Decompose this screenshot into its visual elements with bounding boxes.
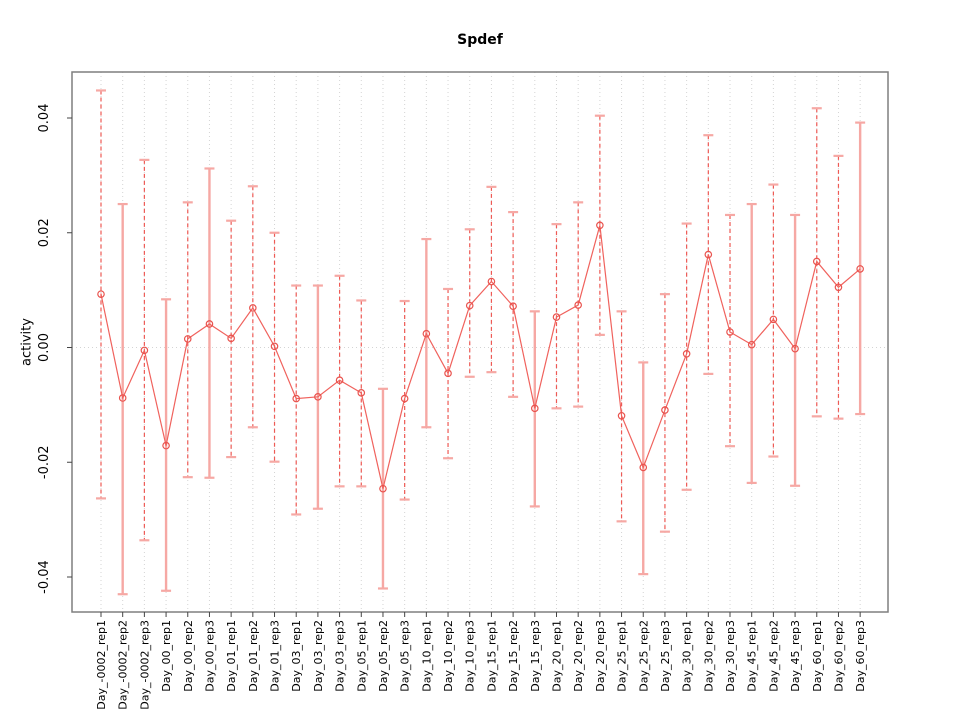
x-tick-label: Day_30_rep2: [702, 620, 715, 692]
data-point-marker: [856, 265, 864, 273]
plot-box: [71, 71, 889, 613]
x-tick-label: Day_60_rep1: [811, 620, 824, 692]
data-point-marker: [487, 277, 496, 286]
x-tick-label: Day_03_rep1: [290, 620, 303, 692]
x-tick-label: Day_-0002_rep3: [138, 620, 151, 710]
x-tick-label: Day_00_rep1: [160, 620, 173, 692]
y-tick-label: -0.04: [37, 560, 52, 594]
data-point-marker: [357, 389, 366, 397]
data-point-marker: [118, 394, 127, 402]
x-tick-label: Day_15_rep1: [485, 620, 498, 692]
data-point-marker: [509, 302, 517, 310]
data-point-marker: [552, 313, 561, 321]
x-tick-label: Day_20_rep2: [572, 620, 585, 692]
data-point-marker: [812, 257, 821, 266]
data-point-marker: [292, 394, 301, 403]
x-tick-label: Day_25_rep3: [659, 620, 672, 692]
data-point-marker: [661, 406, 669, 414]
x-tick-label: Day_05_rep3: [399, 620, 412, 692]
y-tick-label: 0.00: [37, 333, 52, 362]
x-tick-label: Day_-0002_rep2: [117, 620, 130, 710]
data-point-marker: [574, 301, 582, 309]
data-point-marker: [227, 334, 235, 343]
x-tick-label: Day_60_rep2: [832, 620, 845, 692]
x-tick-label: Day_20_rep1: [550, 620, 563, 692]
x-tick-label: Day_60_rep3: [854, 620, 867, 692]
data-point-marker: [465, 301, 474, 310]
x-tick-label: Day_15_rep3: [529, 620, 542, 692]
x-tick-label: Day_20_rep3: [594, 620, 607, 692]
x-tick-label: Day_01_rep3: [269, 620, 282, 692]
x-tick-label: Day_15_rep2: [507, 620, 520, 692]
data-point-marker: [270, 342, 279, 351]
data-point-marker: [335, 376, 344, 385]
data-point-marker: [205, 320, 214, 328]
x-tick-label: Day_25_rep2: [637, 620, 650, 692]
data-point-marker: [704, 250, 713, 259]
data-point-marker: [639, 463, 648, 472]
x-tick-label: Day_01_rep2: [247, 620, 260, 692]
x-tick-label: Day_03_rep3: [334, 620, 347, 692]
x-tick-label: Day_45_rep3: [789, 620, 802, 692]
data-point-marker: [249, 304, 257, 312]
data-point-marker: [140, 346, 149, 355]
data-point-marker: [682, 350, 691, 358]
data-point-marker: [530, 404, 539, 413]
y-tick-label: 0.02: [37, 218, 52, 247]
data-point-marker: [422, 329, 431, 338]
x-tick-label: Day_25_rep1: [616, 620, 629, 692]
mean-line: [100, 225, 861, 489]
data-point-marker: [596, 221, 604, 230]
x-tick-label: Day_30_rep1: [681, 620, 694, 692]
data-point-marker: [97, 290, 105, 298]
x-tick-label: Day_00_rep2: [182, 620, 195, 692]
data-point-marker: [834, 283, 843, 292]
x-tick-label: Day_00_rep3: [203, 620, 216, 692]
x-tick-label: Day_05_rep2: [377, 620, 390, 692]
data-point-marker: [726, 328, 734, 336]
data-point-marker: [791, 344, 799, 353]
x-tick-label: Day_10_rep3: [464, 620, 477, 692]
data-point-marker: [314, 393, 322, 401]
data-point-marker: [617, 411, 626, 420]
x-tick-label: Day_45_rep2: [767, 620, 780, 692]
x-tick-label: Day_01_rep1: [225, 620, 238, 692]
y-tick-label: -0.02: [37, 445, 52, 479]
x-tick-label: Day_03_rep2: [312, 620, 325, 692]
chart-title: Spdef: [457, 32, 503, 48]
x-tick-label: Day_05_rep1: [355, 620, 368, 692]
x-tick-label: Day_30_rep3: [724, 620, 737, 692]
x-tick-label: Day_10_rep1: [420, 620, 433, 692]
data-point-marker: [379, 484, 387, 493]
data-point-marker: [769, 315, 778, 324]
data-point-marker: [162, 441, 170, 450]
data-point-marker: [400, 394, 409, 403]
x-tick-label: Day_-0002_rep1: [95, 620, 108, 710]
data-point-marker: [444, 369, 452, 378]
data-point-marker: [183, 335, 192, 343]
x-tick-label: Day_10_rep2: [442, 620, 455, 692]
data-point-marker: [747, 340, 756, 349]
x-tick-label: Day_45_rep1: [746, 620, 759, 692]
y-tick-label: 0.04: [37, 104, 52, 133]
